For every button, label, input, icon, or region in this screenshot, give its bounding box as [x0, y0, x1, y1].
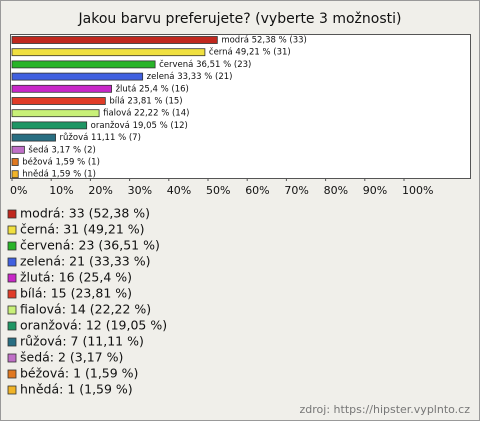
legend-label: oranžová: 12 (19,05 %)	[20, 318, 167, 333]
bar	[11, 60, 156, 69]
x-tick-label: 60%	[245, 184, 269, 197]
legend-swatch	[7, 289, 17, 299]
bar-label: béžová 1,59 % (1)	[22, 157, 100, 168]
x-tick-label: 0%	[10, 184, 27, 197]
legend-label: zelená: 21 (33,33 %)	[20, 254, 150, 269]
bar-label: růžová 11,11 % (7)	[60, 132, 141, 143]
bar	[11, 48, 206, 57]
bar-label: bílá 23,81 % (15)	[109, 97, 182, 107]
legend-label: žlutá: 16 (25,4 %)	[20, 270, 132, 285]
x-tick-label: 70%	[284, 184, 308, 197]
plot-area	[10, 34, 471, 179]
bar	[11, 72, 144, 81]
x-tick-label: 10%	[49, 184, 73, 197]
legend-label: béžová: 1 (1,59 %)	[20, 366, 138, 381]
source: zdroj: https://hipster.vyplnto.cz	[300, 403, 471, 416]
x-tick-label: 30%	[128, 184, 152, 197]
legend-swatch	[7, 353, 17, 363]
bar-label: žlutá 25,4 % (16)	[116, 84, 189, 94]
x-tick-label: 90%	[363, 184, 387, 197]
legend-label: černá: 31 (49,21 %)	[20, 222, 145, 237]
bar-label: šedá 3,17 % (2)	[28, 144, 95, 155]
legend-label: fialová: 14 (22,22 %)	[20, 302, 151, 317]
legend-label: šedá: 2 (3,17 %)	[20, 350, 123, 365]
x-tick-label: 20%	[88, 184, 112, 197]
x-tick-label: 40%	[167, 184, 191, 197]
legend-swatch	[7, 305, 17, 315]
legend-swatch	[7, 225, 17, 235]
bar	[11, 84, 112, 93]
x-tick-label: 50%	[206, 184, 230, 197]
x-tick-label: 100%	[402, 184, 433, 197]
legend-swatch	[7, 337, 17, 347]
bar-label: červená 36,51 % (23)	[159, 59, 251, 70]
legend-swatch	[7, 273, 17, 283]
legend-label: hnědá: 1 (1,59 %)	[20, 382, 133, 397]
bar-label: hnědá 1,59 % (1)	[22, 170, 96, 180]
bar	[11, 121, 88, 130]
bar	[11, 133, 56, 142]
bar	[11, 109, 100, 118]
legend-swatch	[7, 241, 17, 251]
bar-label: oranžová 19,05 % (12)	[91, 121, 188, 131]
legend-label: modrá: 33 (52,38 %)	[20, 206, 150, 221]
chart-title: Jakou barvu preferujete? (vyberte 3 možn…	[78, 11, 402, 27]
bar	[11, 170, 19, 179]
bar-label: modrá 52,38 % (33)	[221, 36, 307, 46]
bar	[11, 97, 106, 105]
x-tick-label: 80%	[324, 184, 348, 197]
legend-swatch	[7, 257, 17, 267]
bar-label: fialová 22,22 % (14)	[103, 109, 189, 119]
legend-swatch	[7, 385, 17, 395]
bar	[11, 158, 19, 166]
legend-swatch	[7, 209, 17, 219]
legend-label: bílá: 15 (23,81 %)	[20, 286, 132, 301]
bar-label: zelená 33,33 % (21)	[147, 72, 233, 82]
bar-label: černá 49,21 % (31)	[209, 47, 291, 58]
legend-swatch	[7, 321, 17, 331]
legend-label: červená: 23 (36,51 %)	[20, 238, 160, 253]
bar	[11, 145, 25, 154]
legend-swatch	[7, 369, 17, 379]
legend-label: růžová: 7 (11,11 %)	[20, 334, 144, 349]
bar	[11, 36, 218, 44]
